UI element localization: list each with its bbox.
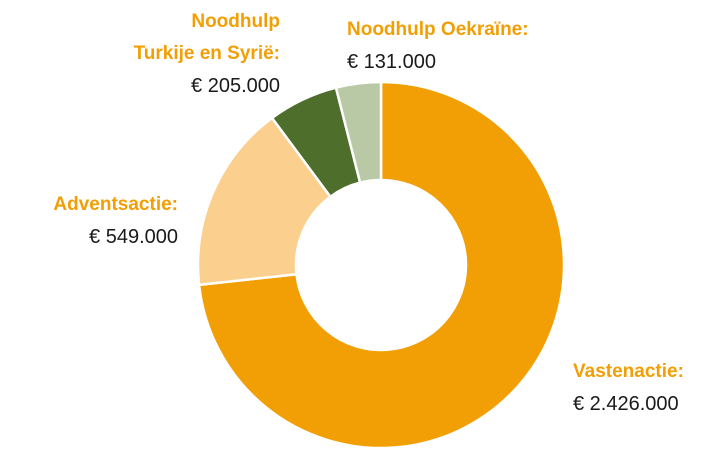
slice-label: Noodhulp Oekraïne: € 131.000	[347, 14, 529, 78]
category-label: Noodhulp Turkije en Syrië:	[133, 11, 280, 64]
slice	[197, 80, 566, 449]
category-label: Vastenactie:	[573, 361, 684, 382]
value-label: € 131.000	[347, 51, 436, 73]
slice	[334, 80, 383, 185]
slice-label: Vastenactie: € 2.426.000	[573, 356, 684, 420]
value-label: € 2.426.000	[573, 393, 679, 415]
value-label: € 205.000	[191, 75, 280, 97]
slice-label: Noodhulp Turkije en Syrië: € 205.000	[128, 6, 280, 102]
slice	[196, 116, 333, 287]
category-label: Adventsactie:	[53, 194, 178, 215]
value-label: € 549.000	[89, 226, 178, 248]
slice-label: Adventsactie: € 549.000	[53, 189, 178, 253]
category-label: Noodhulp Oekraïne:	[347, 19, 529, 40]
